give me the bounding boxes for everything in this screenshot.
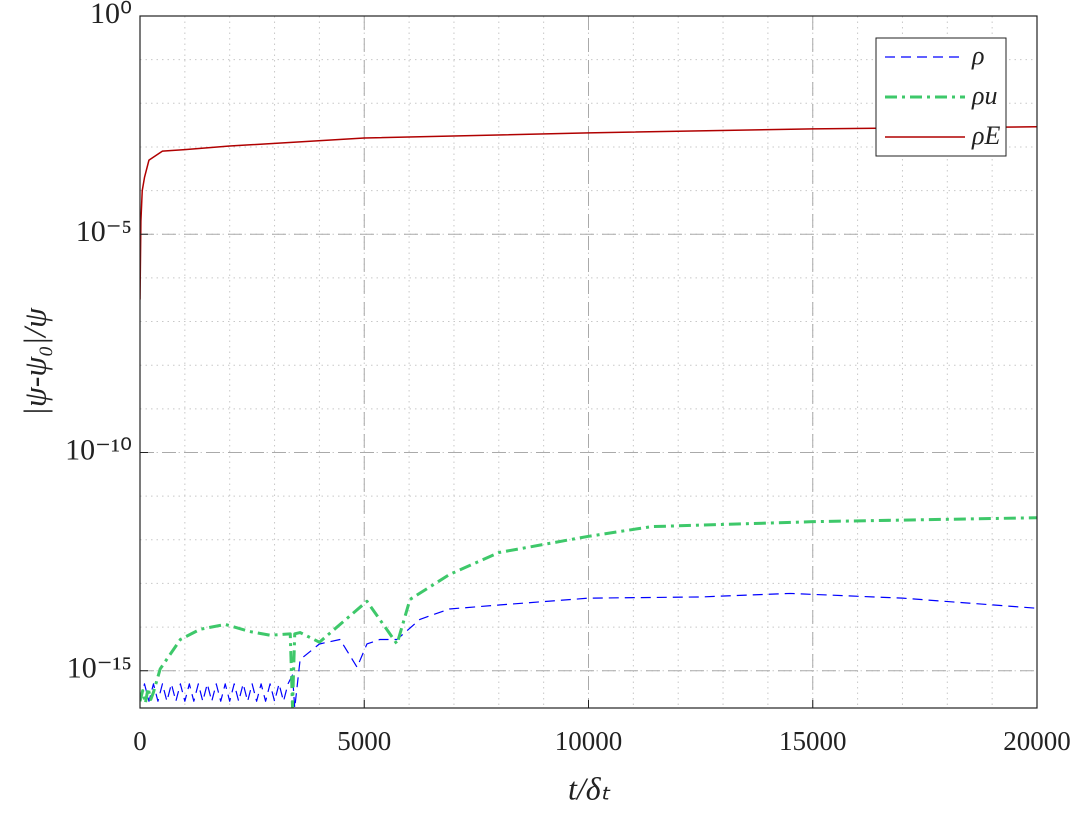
- y-tick-label: 10⁻¹⁰: [65, 433, 132, 466]
- x-tick-label: 10000: [555, 726, 623, 756]
- legend-label: ρu: [971, 81, 997, 110]
- x-tick-label: 0: [133, 726, 147, 756]
- x-tick-label: 5000: [337, 726, 391, 756]
- x-tick-label: 15000: [779, 726, 847, 756]
- x-tick-label: 20000: [1003, 726, 1071, 756]
- labels: 0 5000 10000 15000 20000 10⁻¹⁵ 10⁻¹⁰ 10⁻⁵ 10⁰: [65, 0, 1071, 756]
- legend: ρ ρu ρE: [875, 37, 1007, 157]
- legend-label: ρE: [971, 121, 1000, 150]
- y-tick-label: 10⁰: [90, 0, 132, 30]
- x-axis-label: t/δₜ: [568, 770, 611, 806]
- y-tick-label: 10⁻⁵: [76, 215, 132, 248]
- series-line: [140, 516, 1037, 708]
- lines: [140, 126, 1037, 708]
- series-line: [140, 592, 1037, 708]
- series-line: [140, 126, 1037, 300]
- legend-label: ρ: [971, 41, 984, 70]
- y-axis-label: |ψ-ψ₀|/ψ: [16, 307, 52, 416]
- y-tick-label: 10⁻¹⁵: [67, 652, 132, 685]
